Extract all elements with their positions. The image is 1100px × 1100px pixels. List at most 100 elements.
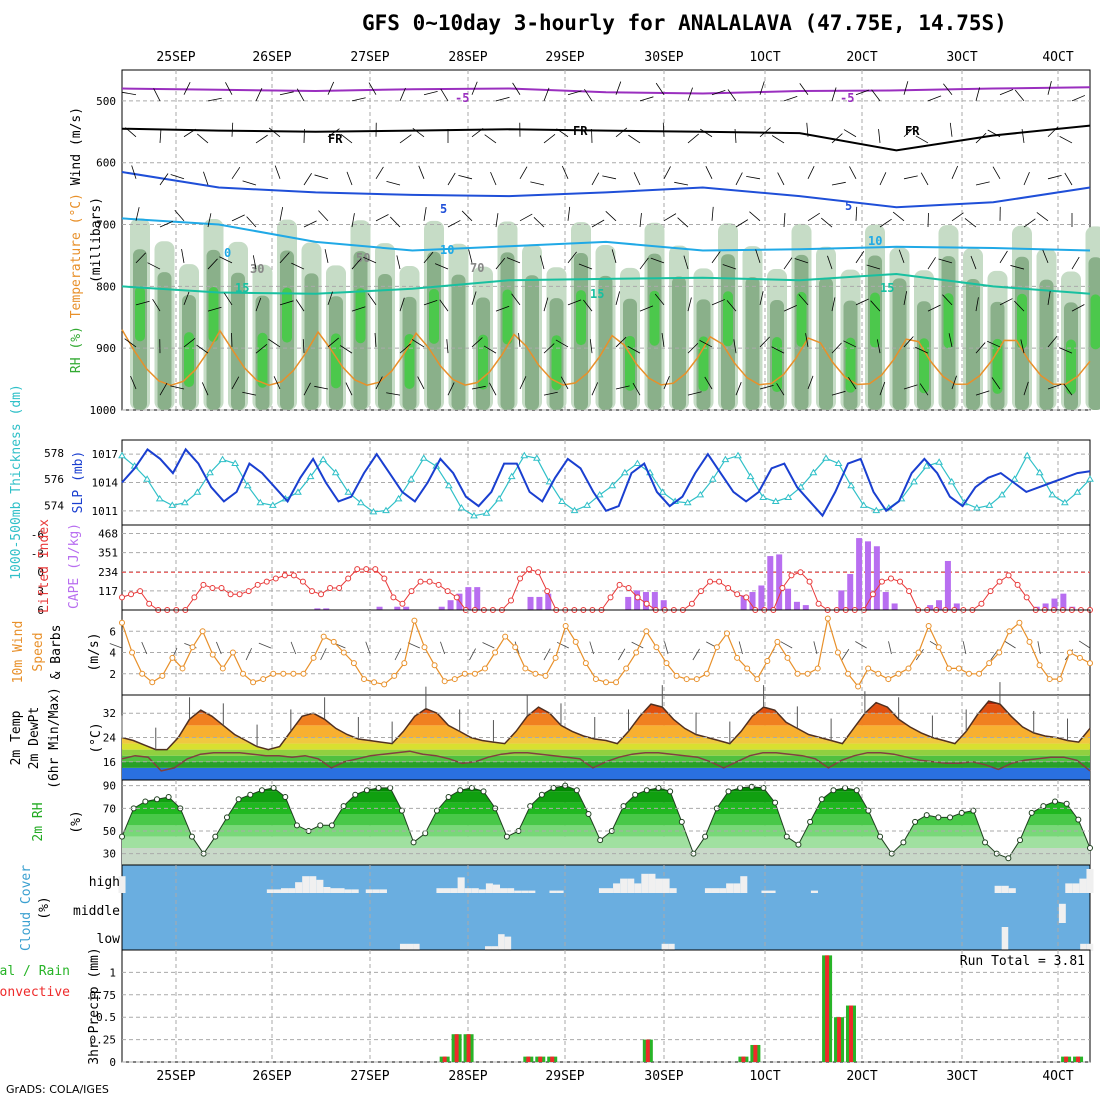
date-label-top: 27SEP bbox=[350, 50, 389, 65]
wind-barb bbox=[423, 299, 438, 306]
wind-barb bbox=[506, 257, 521, 264]
wind-barb bbox=[876, 339, 881, 354]
wind-speed-line-point bbox=[1066, 649, 1073, 656]
wind-barb bbox=[578, 263, 593, 270]
wind-barb bbox=[1064, 172, 1073, 186]
wind-speed-line-point bbox=[885, 676, 892, 683]
cape-bar bbox=[1060, 593, 1067, 610]
wind-barb bbox=[1058, 347, 1073, 354]
surface-wind-barb bbox=[482, 642, 495, 649]
wind-barb bbox=[654, 293, 665, 306]
wind-speed-line-point bbox=[572, 638, 579, 645]
lifted-index-line-point bbox=[797, 569, 804, 576]
surface-wind-barb bbox=[962, 641, 967, 655]
thickness-line-point bbox=[218, 455, 227, 463]
wind-barb bbox=[927, 257, 936, 270]
wind-barb bbox=[135, 207, 140, 221]
thickness-line-point bbox=[922, 462, 931, 469]
axis-label-part: RH (%) bbox=[69, 318, 84, 373]
rh-shade-moist bbox=[943, 293, 954, 349]
cape-bar bbox=[767, 556, 774, 610]
lifted-index-line-point bbox=[354, 566, 361, 573]
date-label-top: 1OCT bbox=[749, 50, 780, 65]
date-label-top: 30SEP bbox=[644, 50, 683, 65]
thickness-line-point bbox=[935, 458, 944, 465]
precip-convective-bar bbox=[645, 1039, 650, 1062]
wind-barb bbox=[363, 256, 377, 264]
wind-barb bbox=[530, 181, 545, 186]
wind-barb bbox=[602, 175, 617, 180]
wind-barb bbox=[124, 338, 137, 348]
rh-line-point bbox=[258, 787, 265, 794]
wind-barb bbox=[512, 82, 521, 95]
wind-speed-line-point bbox=[330, 638, 337, 645]
rh-line-point bbox=[853, 787, 860, 794]
date-label-top: 3OCT bbox=[946, 50, 977, 65]
cloud-high-bar bbox=[1079, 878, 1087, 893]
rh-line-point bbox=[223, 814, 230, 821]
wind-barb bbox=[135, 252, 147, 264]
wind-barb bbox=[615, 81, 622, 95]
thickness-line-point bbox=[734, 451, 742, 459]
rh-line-point bbox=[457, 787, 464, 794]
rh-line-point bbox=[877, 833, 884, 840]
wind-barb bbox=[219, 256, 233, 264]
temp-band bbox=[122, 749, 1090, 756]
rh-shade-moist bbox=[870, 292, 880, 348]
wind-barb bbox=[434, 263, 449, 270]
thickness-tick: 578 bbox=[44, 447, 64, 460]
legend-convective: Convective bbox=[0, 985, 70, 1000]
wind-speed-line-point bbox=[391, 672, 398, 679]
wind-barb bbox=[279, 91, 294, 96]
wind-barb bbox=[242, 391, 257, 396]
wind-speed-line-point bbox=[986, 660, 993, 667]
wind-barb bbox=[919, 383, 929, 396]
rh-band bbox=[122, 791, 1090, 803]
lifted-index-line-point bbox=[308, 588, 315, 595]
cape-bar bbox=[882, 592, 889, 610]
rh-line-point bbox=[235, 796, 242, 803]
wind-barb bbox=[423, 251, 434, 264]
wind-barb bbox=[711, 90, 726, 96]
thickness-line-point bbox=[419, 454, 428, 461]
cape-bar bbox=[651, 592, 658, 610]
wind-barb bbox=[776, 383, 785, 396]
axis-label: (m/s) bbox=[87, 632, 102, 671]
surface-wind-barb bbox=[109, 643, 123, 649]
date-label-bottom: 27SEP bbox=[350, 1069, 389, 1084]
contour-label: 10 bbox=[868, 234, 882, 248]
axis-label: RH (%) Temperature (°C) Wind (m/s) bbox=[69, 107, 84, 373]
thickness-line-point bbox=[394, 494, 403, 502]
wind-barb bbox=[975, 181, 990, 186]
rh-line-point bbox=[923, 812, 930, 819]
wind-barb bbox=[386, 180, 401, 186]
cloud-high-bar bbox=[719, 888, 727, 893]
wind-barb bbox=[871, 89, 881, 102]
axis-label-part: 2m Temp bbox=[9, 710, 24, 765]
rh-line-point bbox=[632, 791, 639, 798]
rh-line-point bbox=[445, 794, 452, 800]
cape-bar bbox=[1042, 603, 1049, 610]
wind-speed-line-point bbox=[643, 628, 650, 635]
wind-speed-line-point bbox=[260, 676, 267, 683]
date-label-bottom: 28SEP bbox=[448, 1069, 487, 1084]
axis-label-part: (6hr Min/Max) bbox=[47, 687, 62, 789]
wind-barb bbox=[1036, 212, 1049, 222]
rh-line-point bbox=[760, 784, 767, 791]
lifted-index-line-point bbox=[508, 597, 515, 604]
wind-barb bbox=[483, 345, 497, 354]
wind-barb bbox=[951, 375, 957, 390]
wind-barb bbox=[303, 220, 317, 228]
surface-wind-barb bbox=[841, 648, 850, 661]
wind-speed-line-point bbox=[209, 651, 216, 658]
thickness-line-point bbox=[356, 498, 365, 506]
cloud-middle-bar bbox=[1058, 903, 1066, 923]
wind-barb bbox=[991, 377, 1001, 390]
lifted-index-line-point bbox=[707, 578, 714, 585]
axis-label: (6hr Min/Max) bbox=[47, 687, 62, 789]
wind-barb bbox=[224, 292, 233, 306]
thickness-line-point bbox=[608, 481, 617, 489]
wind-speed-line-point bbox=[320, 633, 327, 640]
wind-barb bbox=[759, 336, 771, 348]
